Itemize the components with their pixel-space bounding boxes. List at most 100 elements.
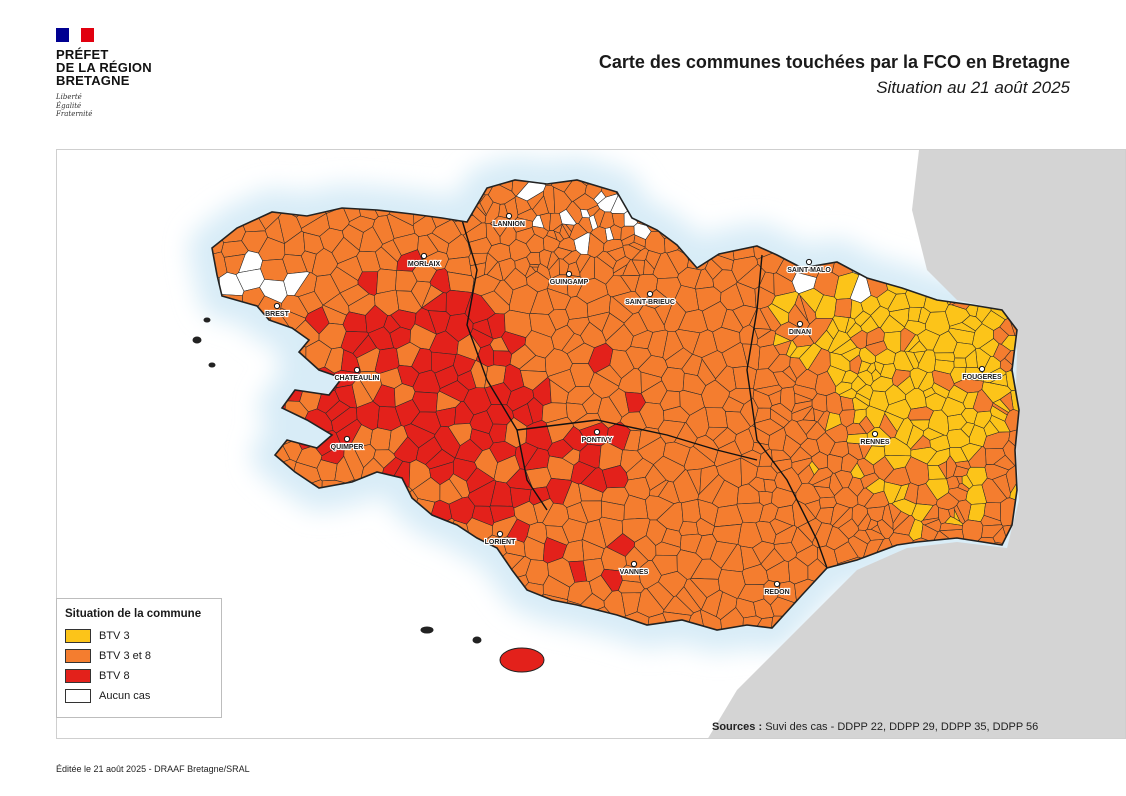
commune bbox=[832, 180, 862, 193]
commune bbox=[226, 607, 262, 630]
commune bbox=[212, 541, 232, 560]
commune bbox=[879, 413, 898, 439]
commune bbox=[763, 478, 778, 493]
city-marker-icon bbox=[593, 428, 601, 436]
flag-blue bbox=[56, 28, 69, 42]
commune bbox=[529, 263, 540, 268]
commune bbox=[380, 516, 398, 543]
commune bbox=[884, 455, 912, 470]
commune bbox=[318, 552, 350, 576]
commune bbox=[678, 521, 699, 536]
commune bbox=[281, 632, 305, 676]
commune bbox=[298, 150, 328, 178]
commune bbox=[956, 499, 972, 523]
commune bbox=[873, 233, 891, 257]
commune bbox=[1009, 463, 1019, 515]
commune bbox=[164, 557, 209, 581]
commune bbox=[937, 461, 948, 480]
commune bbox=[222, 180, 244, 183]
commune bbox=[164, 313, 210, 361]
commune bbox=[229, 531, 246, 557]
legend-swatch-btv3 bbox=[65, 629, 91, 643]
commune bbox=[226, 592, 251, 616]
commune bbox=[441, 569, 472, 595]
commune bbox=[703, 180, 733, 185]
commune bbox=[580, 208, 591, 219]
commune bbox=[750, 190, 779, 219]
commune bbox=[837, 518, 860, 540]
commune bbox=[960, 443, 983, 462]
commune bbox=[660, 183, 673, 206]
commune bbox=[829, 352, 851, 372]
commune bbox=[374, 536, 400, 563]
commune bbox=[240, 369, 266, 395]
city-label: SAINT-MALO bbox=[787, 267, 831, 274]
motto-line-1: Liberté bbox=[56, 93, 82, 101]
commune bbox=[417, 559, 443, 575]
commune bbox=[359, 521, 383, 547]
flag-red bbox=[81, 28, 95, 42]
commune bbox=[484, 201, 501, 224]
sources-text: Suvi des cas - DDPP 22, DDPP 29, DDPP 35… bbox=[762, 721, 1039, 733]
department-border bbox=[516, 419, 758, 461]
commune bbox=[294, 557, 321, 591]
commune bbox=[811, 475, 832, 488]
commune bbox=[259, 610, 289, 630]
commune bbox=[373, 583, 397, 606]
commune bbox=[847, 476, 865, 497]
legend-label-btv3: BTV 3 bbox=[99, 630, 130, 642]
commune bbox=[212, 517, 231, 545]
neighbor-land bbox=[708, 150, 1125, 738]
city-marker-icon bbox=[565, 270, 573, 278]
commune bbox=[877, 519, 894, 539]
commune bbox=[671, 180, 688, 192]
legend-swatch-none bbox=[65, 689, 91, 703]
legend-item-btv3-8: BTV 3 et 8 bbox=[65, 646, 213, 666]
commune bbox=[212, 484, 230, 502]
commune bbox=[169, 389, 210, 406]
commune bbox=[212, 383, 229, 410]
city-marker-icon bbox=[273, 302, 281, 310]
commune bbox=[376, 180, 402, 183]
commune bbox=[369, 427, 392, 451]
commune bbox=[217, 640, 259, 682]
islands bbox=[192, 317, 545, 673]
commune bbox=[395, 180, 421, 187]
city-marker-icon bbox=[805, 258, 813, 266]
commune bbox=[275, 180, 308, 183]
motto-line-3: Fraternité bbox=[56, 110, 93, 118]
title-block: Carte des communes touchées par la FCO e… bbox=[599, 52, 1070, 98]
island bbox=[499, 647, 545, 673]
commune bbox=[760, 180, 787, 205]
city-dinan: DINAN bbox=[788, 320, 812, 337]
city-guingamp: GUINGAMP bbox=[549, 270, 590, 287]
commune bbox=[824, 412, 842, 432]
commune bbox=[778, 150, 801, 177]
commune bbox=[858, 346, 876, 365]
commune bbox=[212, 330, 233, 358]
commune bbox=[825, 180, 851, 204]
island bbox=[472, 636, 482, 644]
commune bbox=[433, 180, 465, 186]
commune bbox=[240, 518, 268, 541]
city-quimper: QUIMPER bbox=[330, 435, 364, 452]
commune bbox=[396, 534, 421, 562]
commune bbox=[165, 538, 208, 561]
edition-footer: Éditée le 21 août 2025 - DRAAF Bretagne/… bbox=[56, 764, 250, 774]
commune bbox=[852, 180, 875, 209]
city-fougeres: FOUGERES bbox=[961, 365, 1003, 382]
commune bbox=[263, 516, 287, 539]
commune bbox=[553, 230, 565, 243]
commune bbox=[953, 357, 967, 368]
city-label: DINAN bbox=[789, 329, 811, 336]
commune bbox=[376, 268, 397, 295]
commune bbox=[622, 244, 642, 261]
commune bbox=[711, 150, 751, 179]
city-marker-icon bbox=[630, 560, 638, 568]
commune bbox=[683, 180, 707, 191]
commune bbox=[427, 559, 452, 584]
commune bbox=[281, 597, 309, 622]
commune bbox=[753, 384, 783, 396]
commune bbox=[212, 503, 220, 529]
department-border bbox=[461, 219, 548, 511]
